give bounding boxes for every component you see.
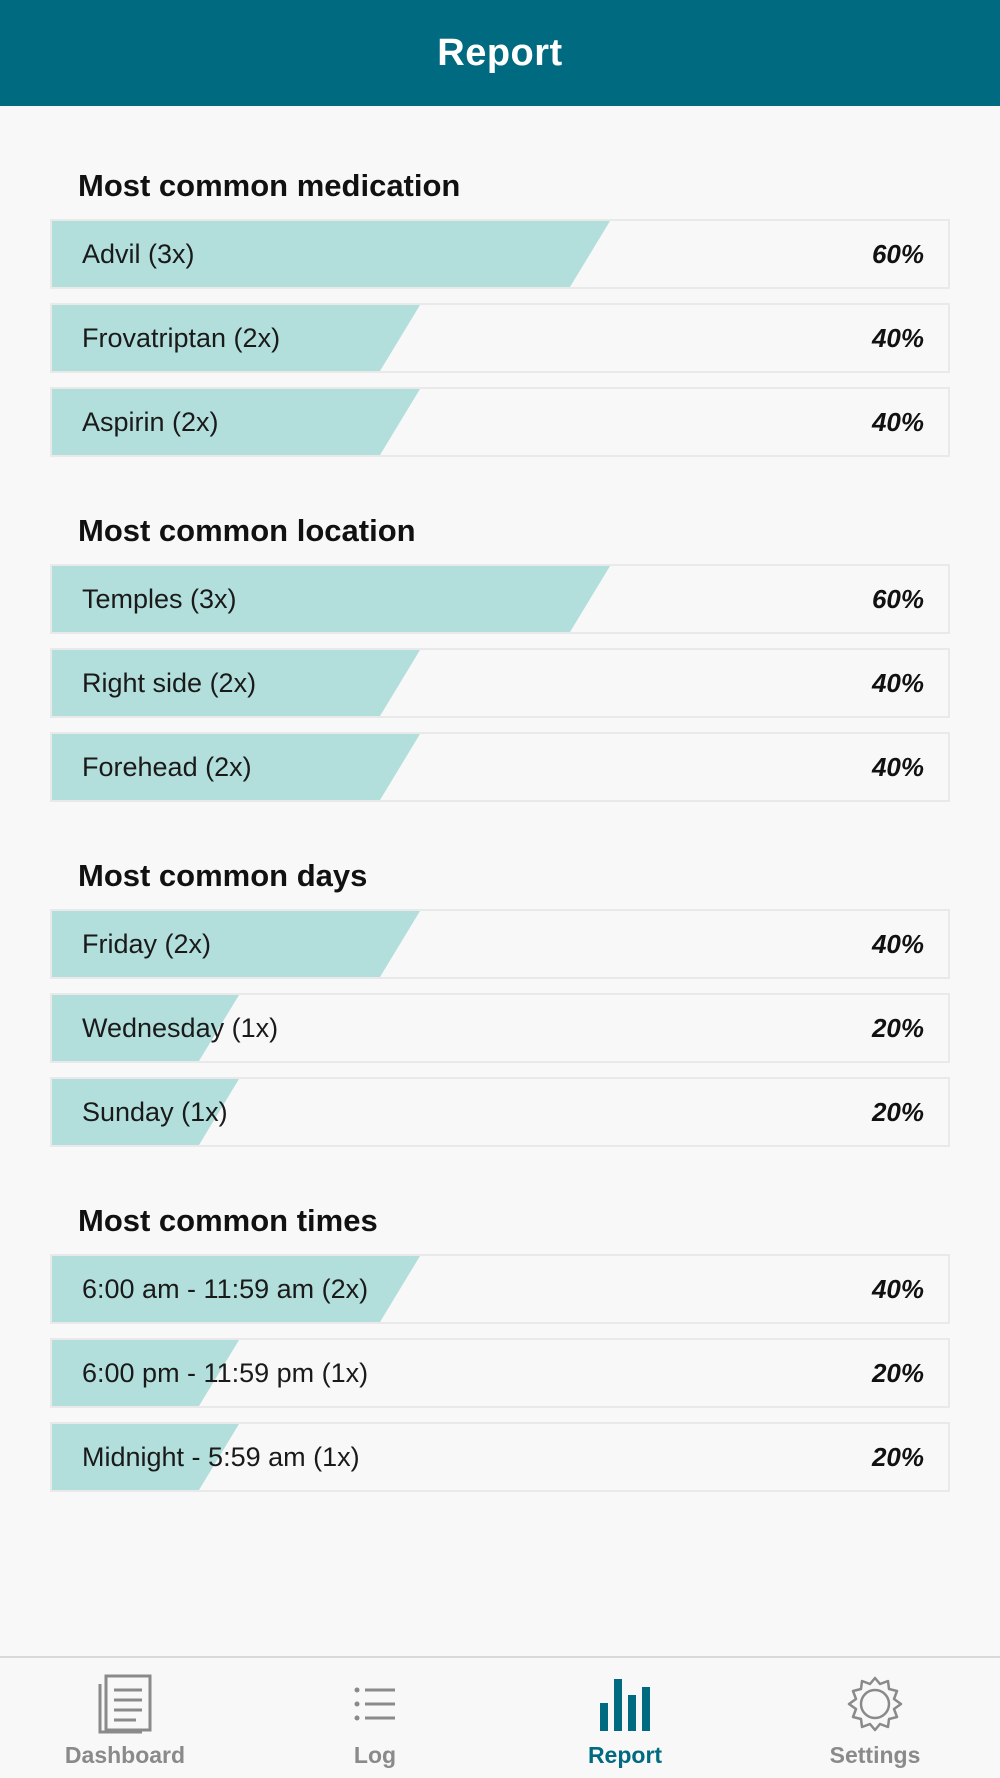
section-title: Most common medication [78,168,461,203]
stat-row: Forehead (2x) 40% [50,732,950,802]
stat-percent: 40% [871,1273,924,1304]
percentage-bar [52,650,420,716]
bottom-tab-bar: Dashboard Log Report [0,1656,1000,1778]
stat-row: Friday (2x) 40% [50,909,950,979]
stat-percent: 40% [871,406,924,437]
report-content: Most common medication Advil (3x) 60% Fr… [0,106,1000,1506]
stat-label: 6:00 pm - 11:59 pm (1x) [82,1357,369,1388]
dashboard-icon [95,1674,155,1734]
stat-label: 6:00 am - 11:59 am (2x) [82,1273,369,1304]
stat-row: Temples (3x) 60% [50,564,950,634]
stat-label: Aspirin (2x) [82,406,219,437]
tab-label: Log [353,1742,397,1768]
section-days: Most common days Friday (2x) 40% Wednesd… [0,857,1000,1147]
stat-label: Forehead (2x) [82,751,252,782]
stat-label: Friday (2x) [82,928,212,959]
stat-row: 6:00 am - 11:59 am (2x) 40% [50,1254,950,1324]
percentage-bar [52,389,420,455]
section-title: Most common times [78,1203,378,1238]
stat-percent: 60% [871,238,924,269]
section-times: Most common times 6:00 am - 11:59 am (2x… [0,1202,1000,1492]
page-title: Report [437,31,563,74]
tab-dashboard[interactable]: Dashboard [0,1658,250,1778]
bar-chart-icon [595,1674,655,1734]
stat-percent: 20% [871,1096,924,1127]
stat-label: Advil (3x) [82,238,195,269]
section-location: Most common location Temples (3x) 60% Ri… [0,512,1000,802]
stat-percent: 40% [871,667,924,698]
stat-row: Frovatriptan (2x) 40% [50,303,950,373]
stat-percent: 40% [871,751,924,782]
tab-settings[interactable]: Settings [750,1658,1000,1778]
stat-percent: 60% [871,583,924,614]
stat-label: Sunday (1x) [82,1096,228,1127]
tab-label: Report [587,1742,663,1768]
percentage-bar [52,221,610,287]
stat-row: Right side (2x) 40% [50,648,950,718]
stat-percent: 40% [871,322,924,353]
stat-label: Temples (3x) [82,583,237,614]
stat-row: Advil (3x) 60% [50,219,950,289]
app-header: Report [0,0,1000,106]
gear-icon [845,1674,905,1734]
percentage-bar [52,734,420,800]
stat-row: Sunday (1x) 20% [50,1077,950,1147]
stat-label: Frovatriptan (2x) [82,322,281,353]
section-title: Most common location [78,513,416,548]
stat-label: Wednesday (1x) [82,1012,279,1043]
stat-label: Right side (2x) [82,667,257,698]
percentage-bar [52,1256,420,1322]
tab-label: Settings [829,1742,921,1768]
stat-row: Midnight - 5:59 am (1x) 20% [50,1422,950,1492]
section-title: Most common days [78,858,368,893]
percentage-bar [52,305,420,371]
tab-label: Dashboard [64,1742,186,1768]
percentage-bar [52,911,420,977]
percentage-bar [52,566,610,632]
stat-percent: 20% [871,1357,924,1388]
section-medication: Most common medication Advil (3x) 60% Fr… [0,167,1000,457]
stat-row: 6:00 pm - 11:59 pm (1x) 20% [50,1338,950,1408]
stat-percent: 20% [871,1012,924,1043]
stat-percent: 40% [871,928,924,959]
tab-log[interactable]: Log [250,1658,500,1778]
list-icon [345,1674,405,1734]
stat-label: Midnight - 5:59 am (1x) [82,1441,360,1472]
stat-row: Aspirin (2x) 40% [50,387,950,457]
tab-report[interactable]: Report [500,1658,750,1778]
stat-row: Wednesday (1x) 20% [50,993,950,1063]
stat-percent: 20% [871,1441,924,1472]
